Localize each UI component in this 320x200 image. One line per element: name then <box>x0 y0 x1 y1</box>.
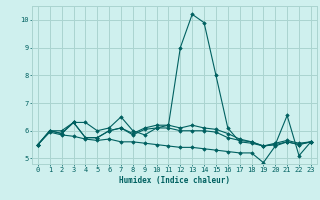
X-axis label: Humidex (Indice chaleur): Humidex (Indice chaleur) <box>119 176 230 185</box>
